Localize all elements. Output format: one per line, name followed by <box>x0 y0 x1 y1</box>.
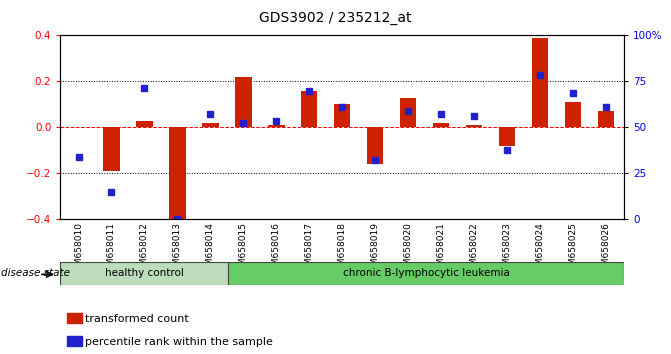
Bar <box>60 262 229 285</box>
Text: healthy control: healthy control <box>105 268 184 279</box>
Bar <box>136 120 153 127</box>
Bar <box>400 97 417 127</box>
Text: disease state: disease state <box>1 268 70 278</box>
Bar <box>499 127 515 146</box>
Bar <box>268 125 285 127</box>
Bar <box>235 77 252 127</box>
Bar <box>433 123 450 127</box>
Bar <box>598 111 614 127</box>
Text: transformed count: transformed count <box>85 314 189 324</box>
Text: percentile rank within the sample: percentile rank within the sample <box>85 337 273 347</box>
Bar <box>103 127 119 171</box>
Bar <box>367 127 383 164</box>
Bar <box>531 38 548 127</box>
Bar <box>334 104 350 127</box>
Bar <box>565 102 581 127</box>
Bar <box>229 262 624 285</box>
Bar <box>301 91 317 127</box>
Text: GDS3902 / 235212_at: GDS3902 / 235212_at <box>259 11 412 25</box>
Bar <box>202 123 219 127</box>
Bar <box>169 127 186 224</box>
Text: chronic B-lymphocytic leukemia: chronic B-lymphocytic leukemia <box>343 268 510 279</box>
Bar <box>466 125 482 127</box>
